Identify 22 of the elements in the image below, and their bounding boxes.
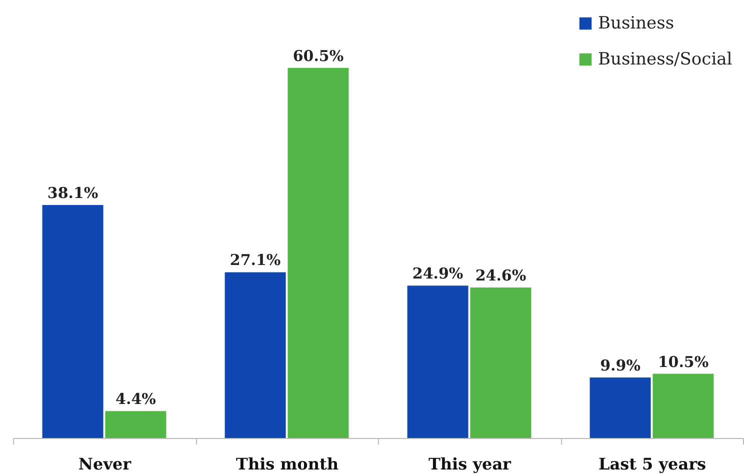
data-label: 24.9% (412, 264, 464, 283)
legend-label: Business (598, 14, 674, 34)
bar (42, 204, 104, 438)
bar (105, 411, 166, 438)
bar (470, 288, 532, 438)
bar (652, 374, 714, 438)
x-tick-label: Last 5 years (598, 454, 706, 474)
data-label: 10.5% (658, 352, 709, 371)
legend-label: Business/Social (598, 50, 732, 70)
data-label: 4.4% (116, 390, 156, 408)
bar (288, 68, 349, 438)
data-label: 24.6% (475, 266, 526, 285)
bar (590, 377, 651, 438)
x-tick-label: This month (236, 454, 339, 474)
data-label: 27.1% (230, 251, 281, 270)
bar (224, 272, 286, 438)
x-tick-label: Never (78, 454, 132, 474)
x-tick-label: This year (428, 454, 512, 474)
data-label: 60.5% (292, 46, 344, 65)
data-label: 38.1% (47, 184, 98, 202)
bar (407, 286, 468, 438)
data-label: 9.9% (600, 356, 640, 374)
